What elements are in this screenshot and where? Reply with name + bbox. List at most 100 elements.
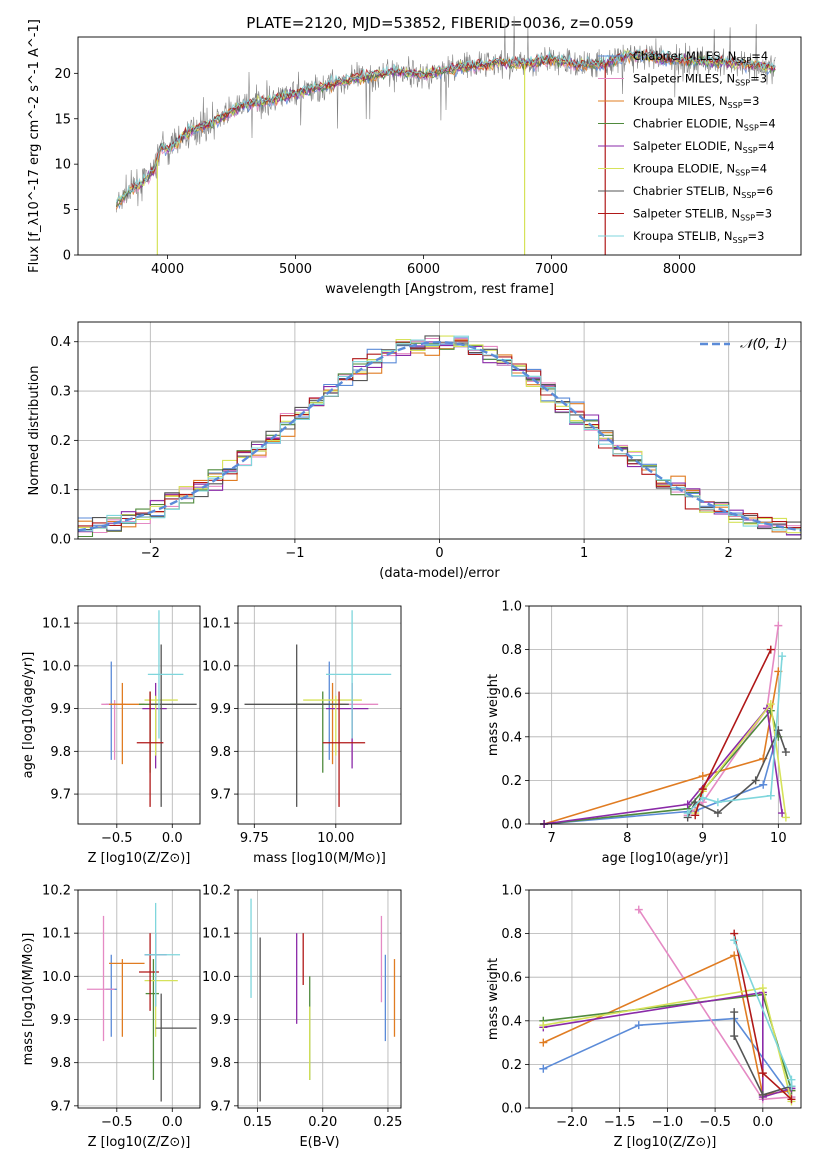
- y-tick-label: 9.7: [210, 1099, 231, 1114]
- series-marker: [730, 936, 739, 945]
- y-tick-label: 10.1: [42, 617, 71, 632]
- y-tick-label: 10: [54, 158, 71, 173]
- errorbar-kroupa_miles: [109, 959, 145, 1037]
- y-tick-label: 0.3: [50, 385, 71, 400]
- x-tick-label: 0.20: [308, 1115, 337, 1130]
- series-chabrier_miles: [540, 726, 783, 828]
- y-axis-label: mass [log10(M/M⊙)]: [21, 933, 36, 1066]
- series-marker: [634, 905, 643, 914]
- y-tick-label: 9.9: [50, 1013, 71, 1028]
- series-marker: [539, 1064, 548, 1073]
- plot-area-age_vs_Z: [101, 610, 197, 807]
- x-tick-label: 1: [580, 546, 588, 561]
- y-tick-label: 0.2: [50, 434, 71, 449]
- series-marker: [787, 1095, 796, 1104]
- y-tick-label: 0.0: [501, 1102, 522, 1117]
- series-marker: [781, 813, 790, 822]
- series-marker: [634, 1021, 643, 1030]
- axes-frame: [237, 889, 402, 1109]
- series-salpeter_elodie: [540, 704, 787, 828]
- x-axis-label: Z [log10(Z/Z⊙)]: [88, 851, 191, 866]
- plot-area-mass_vs_ebv: [250, 898, 396, 1102]
- series-marker: [713, 809, 722, 818]
- x-tick-label: 0: [435, 546, 443, 561]
- axes-frame: [77, 889, 201, 1109]
- series-marker: [758, 1090, 767, 1099]
- y-axis-label: Flux [f_λ10^-17 erg cm^-2 s^-1 A^-1]: [27, 19, 42, 273]
- axes-residuals: −2 −1 0 1 2 0.0 0.1 0.2 0.3 0.4 (data-model)/error…: [27, 322, 801, 581]
- x-tick-label: 0.15: [243, 1115, 272, 1130]
- y-tick-label: 10.0: [202, 659, 231, 674]
- series-line: [694, 649, 772, 816]
- errorbar-kroupa_stelib: [147, 610, 184, 739]
- x-tick-label: 8: [623, 831, 631, 846]
- x-tick-label: −1: [285, 546, 304, 561]
- observed-spectrum: [116, 16, 776, 213]
- axes-mw_vs_Z: −2.0 −1.5 −1.0 −0.5 0.0 0.0 0.2 0.4 0.6 0.8 1.0 Z […: [486, 884, 801, 1150]
- y-tick-label: 10.2: [202, 884, 231, 899]
- legend-entry-kroupa_stelib: Kroupa STELIB, NSSP=3: [633, 229, 764, 245]
- plot-area-age_vs_mass: [244, 610, 392, 807]
- series-marker: [698, 785, 707, 794]
- series-line: [733, 1012, 792, 1096]
- y-tick-label: 0.1: [50, 483, 71, 498]
- y-tick-label: 10.2: [42, 884, 71, 899]
- series-line: [686, 728, 787, 818]
- y-tick-label: 9.8: [50, 745, 71, 760]
- x-tick-label: 4000: [151, 262, 184, 277]
- errorbar-kroupa_stelib: [326, 610, 392, 739]
- y-tick-label: 10.0: [42, 659, 71, 674]
- x-tick-label: 10.00: [317, 831, 354, 846]
- series-salpeter_miles: [683, 621, 783, 820]
- series-line: [544, 708, 780, 825]
- y-tick-label: 0.6: [501, 971, 522, 986]
- series-kroupa_stelib: [730, 936, 796, 1091]
- series-marker: [730, 1008, 739, 1017]
- plot-area-spectrum: [115, 16, 776, 255]
- errorbar-kroupa_miles: [109, 682, 145, 765]
- x-axis-label: (data-model)/error: [379, 566, 500, 581]
- normal-curve: [77, 340, 802, 532]
- y-tick-label: 0.4: [50, 335, 71, 350]
- y-tick-label: 10.0: [42, 970, 71, 985]
- y-axis-label: mass weight: [486, 674, 501, 756]
- legend-entry-kroupa_elodie: Kroupa ELODIE, NSSP=4: [633, 162, 767, 178]
- y-axis-label: mass weight: [486, 958, 501, 1040]
- errorbar-chabrier_stelib: [244, 644, 349, 807]
- legend-entry-salpeter_stelib: Salpeter STELIB, NSSP=3: [633, 207, 772, 223]
- y-tick-label: 0.4: [501, 1014, 522, 1029]
- axes-frame: [237, 605, 402, 825]
- x-tick-label: 9: [699, 831, 707, 846]
- axes-frame: [528, 889, 802, 1109]
- axes-frame: [77, 605, 201, 825]
- series-marker: [758, 984, 767, 993]
- legend-entry-salpeter_elodie: Salpeter ELODIE, NSSP=4: [633, 139, 775, 155]
- x-tick-label: 7000: [535, 262, 568, 277]
- errorbar-salpeter_stelib: [136, 691, 164, 807]
- x-tick-label: 2: [725, 546, 733, 561]
- series-marker: [698, 793, 707, 802]
- errorbar-chabrier_miles: [290, 661, 343, 760]
- series-marker: [759, 780, 768, 789]
- x-tick-label: −2.0: [556, 1115, 588, 1130]
- series-marker: [683, 809, 692, 818]
- legend-entry-kroupa_miles: Kroupa MILES, NSSP=3: [633, 94, 759, 110]
- series-line: [687, 625, 780, 816]
- x-tick-label: 0.0: [162, 831, 183, 846]
- series-line: [543, 991, 792, 1099]
- y-tick-label: 0.2: [501, 1058, 522, 1073]
- x-axis-label: E(B-V): [299, 1135, 339, 1150]
- y-tick-label: 9.7: [50, 1099, 71, 1114]
- axes-mw_vs_age: 7 8 9 10 0.0 0.2 0.4 0.6 0.8 1.0 age [log10(age/yr…: [486, 600, 801, 866]
- x-tick-label: 6000: [407, 262, 440, 277]
- x-tick-label: −0.5: [101, 1115, 133, 1130]
- x-tick-label: 8000: [663, 262, 696, 277]
- x-tick-label: 9.75: [240, 831, 269, 846]
- axes-mass_vs_ebv: 0.15 0.20 0.25 9.7 9.8 9.9 10.0 10.1 10.2 E(B-V): [202, 884, 402, 1151]
- x-tick-label: −0.5: [101, 831, 133, 846]
- y-tick-label: 0.8: [501, 643, 522, 658]
- series-kroupa_stelib: [683, 652, 787, 818]
- y-tick-label: 0.6: [501, 687, 522, 702]
- series-marker: [781, 748, 790, 757]
- x-tick-label: 0.25: [373, 1115, 402, 1130]
